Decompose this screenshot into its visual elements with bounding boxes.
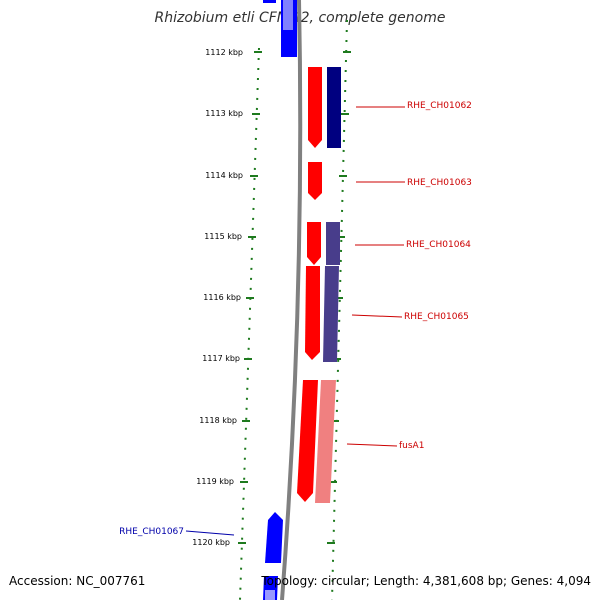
gene-slate-01065 — [323, 266, 339, 362]
gene-navy-01062 — [327, 67, 341, 148]
gene-label: RHE_CH01063 — [407, 178, 472, 188]
gene-red-fusA1 — [297, 380, 318, 502]
outer-dotted-track — [331, 19, 348, 600]
genome-backbone — [280, 0, 303, 600]
scale-label: 1118 kbp — [199, 416, 237, 425]
genome-stats-label: Topology: circular; Length: 4,381,608 bp… — [261, 574, 591, 588]
gene-label: RHE_CH01065 — [404, 312, 469, 322]
gene-label: fusA1 — [399, 441, 424, 451]
gene-red-01064 — [307, 222, 321, 265]
accession-label: Accession: NC_007761 — [9, 574, 146, 588]
scale-label: 1114 kbp — [205, 171, 243, 180]
scale-label: 1113 kbp — [205, 109, 243, 118]
gene-red-01063 — [308, 162, 322, 200]
scale-label: 1116 kbp — [203, 293, 241, 302]
inner-dotted-track — [239, 47, 260, 600]
gene-label: RHE_CH01067 — [119, 527, 184, 537]
label-leader — [346, 443, 398, 447]
scale-label: 1112 kbp — [205, 48, 243, 57]
gene-blue-01067 — [265, 512, 283, 563]
gene-blue-top-highlight — [283, 0, 293, 30]
gene-red-01065 — [305, 266, 320, 360]
label-leader — [351, 314, 403, 318]
scale-label: 1117 kbp — [202, 354, 240, 363]
gene-lightred-fusA1 — [315, 380, 336, 503]
gene-label: RHE_CH01062 — [407, 101, 472, 111]
gene-blue-bottom-highlight — [265, 590, 275, 600]
gene-label: RHE_CH01064 — [406, 240, 471, 250]
scale-label: 1115 kbp — [204, 232, 242, 241]
scale-label: 1120 kbp — [192, 538, 230, 547]
label-leader — [185, 530, 235, 536]
gene-slate-01064 — [326, 222, 340, 265]
gene-top-stub — [263, 0, 276, 3]
scale-label: 1119 kbp — [196, 477, 234, 486]
gene-red-01062 — [308, 67, 322, 148]
